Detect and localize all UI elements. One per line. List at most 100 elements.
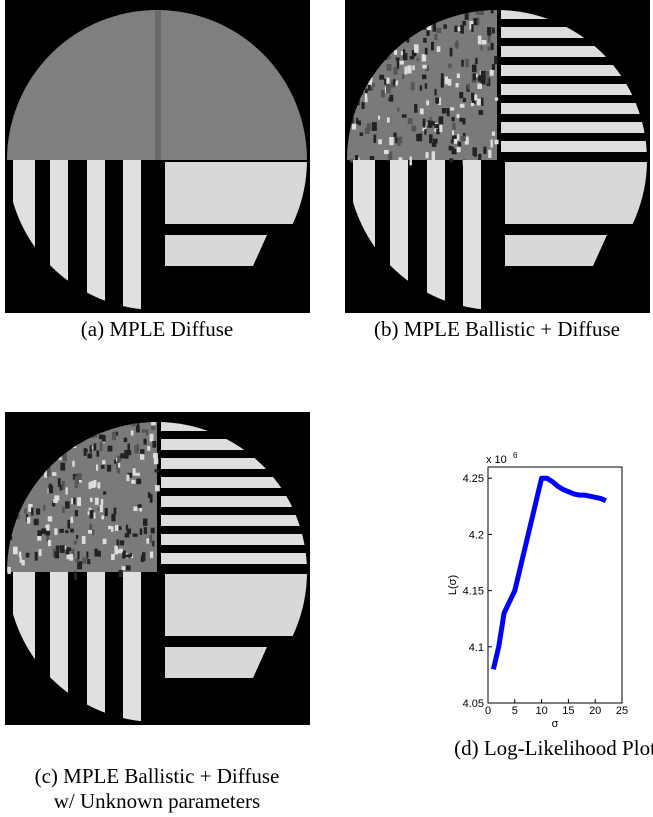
speckle bbox=[395, 57, 400, 61]
speckle bbox=[436, 46, 441, 52]
speckle bbox=[464, 12, 469, 20]
speckle bbox=[118, 526, 122, 530]
speckle bbox=[52, 500, 56, 507]
speckle bbox=[134, 445, 139, 454]
speckle bbox=[485, 71, 490, 77]
y-tick-label: 4.2 bbox=[469, 529, 484, 541]
speckle bbox=[70, 516, 74, 524]
speckle bbox=[427, 120, 433, 128]
speckle bbox=[448, 145, 452, 151]
speckle bbox=[494, 97, 499, 101]
speckle bbox=[141, 552, 146, 562]
speckle bbox=[126, 474, 130, 482]
speckle bbox=[378, 139, 382, 145]
speckle bbox=[75, 535, 79, 539]
speckle bbox=[471, 24, 474, 33]
x-tick-label: 25 bbox=[616, 705, 628, 717]
stripe bbox=[87, 572, 105, 722]
speckle bbox=[45, 524, 50, 534]
speckle bbox=[435, 97, 440, 104]
speckle bbox=[71, 498, 75, 505]
x-tick-label: 15 bbox=[562, 705, 574, 717]
speckle bbox=[449, 107, 455, 111]
speckle bbox=[416, 57, 420, 62]
speckle bbox=[127, 472, 133, 478]
speckle bbox=[37, 530, 42, 537]
speckle bbox=[89, 445, 92, 453]
speckle bbox=[61, 480, 65, 490]
speckle bbox=[412, 65, 415, 71]
speckle bbox=[440, 73, 444, 81]
speckle bbox=[124, 449, 129, 459]
speckle bbox=[462, 118, 466, 125]
speckle bbox=[65, 530, 69, 534]
speckle bbox=[394, 81, 398, 86]
speckle bbox=[46, 533, 50, 542]
speckle bbox=[358, 120, 361, 126]
speckle bbox=[76, 473, 82, 480]
speckle bbox=[101, 435, 106, 442]
speckle bbox=[487, 35, 491, 43]
block bbox=[165, 162, 307, 224]
speckle bbox=[436, 27, 442, 34]
speckle bbox=[145, 429, 149, 436]
speckle bbox=[67, 519, 70, 529]
speckle bbox=[421, 54, 427, 62]
speckle bbox=[447, 78, 452, 86]
speckle bbox=[397, 107, 400, 112]
speckle bbox=[456, 73, 460, 79]
speckle bbox=[463, 97, 467, 103]
speckle bbox=[150, 527, 155, 534]
speckle bbox=[364, 127, 370, 134]
speckle bbox=[379, 74, 385, 80]
speckle bbox=[432, 23, 437, 32]
speckle bbox=[54, 551, 60, 559]
speckle bbox=[460, 24, 464, 34]
speckle bbox=[59, 528, 64, 533]
speckle bbox=[69, 553, 74, 561]
speckle bbox=[434, 88, 437, 96]
block bbox=[165, 574, 307, 636]
stripe bbox=[501, 46, 647, 57]
stripe bbox=[161, 515, 307, 526]
speckle bbox=[74, 475, 79, 485]
speckle bbox=[453, 138, 458, 144]
speckle bbox=[407, 65, 412, 74]
speckle bbox=[484, 76, 489, 84]
speckle bbox=[114, 524, 119, 531]
speckle bbox=[102, 460, 106, 465]
speckle bbox=[449, 158, 454, 163]
speckle bbox=[150, 425, 156, 430]
speckle bbox=[426, 28, 430, 36]
speckle bbox=[413, 51, 417, 57]
speckle bbox=[454, 25, 458, 33]
speckle bbox=[114, 545, 118, 555]
speckle bbox=[48, 485, 54, 494]
speckle bbox=[386, 64, 392, 71]
speckle bbox=[368, 84, 371, 91]
speckle bbox=[43, 504, 46, 511]
speckle bbox=[411, 49, 415, 59]
speckle bbox=[473, 18, 478, 26]
block bbox=[505, 162, 647, 224]
speckle bbox=[391, 80, 395, 88]
speckle bbox=[384, 78, 387, 85]
stripe bbox=[161, 534, 307, 545]
bar-shape bbox=[165, 235, 267, 266]
speckle bbox=[438, 127, 441, 133]
speckle bbox=[398, 136, 403, 144]
speckle bbox=[397, 140, 401, 146]
y-scale-base: x 10 bbox=[486, 454, 507, 466]
seam bbox=[155, 10, 161, 160]
speckle bbox=[422, 125, 427, 131]
speckle bbox=[422, 74, 427, 80]
speckle bbox=[74, 510, 78, 517]
speckle bbox=[128, 450, 132, 456]
y-tick-label: 4.15 bbox=[463, 586, 484, 598]
speckle bbox=[461, 59, 464, 67]
speckle bbox=[494, 139, 499, 145]
speckle bbox=[149, 551, 154, 559]
speckle bbox=[487, 27, 492, 36]
speckle bbox=[441, 108, 447, 114]
